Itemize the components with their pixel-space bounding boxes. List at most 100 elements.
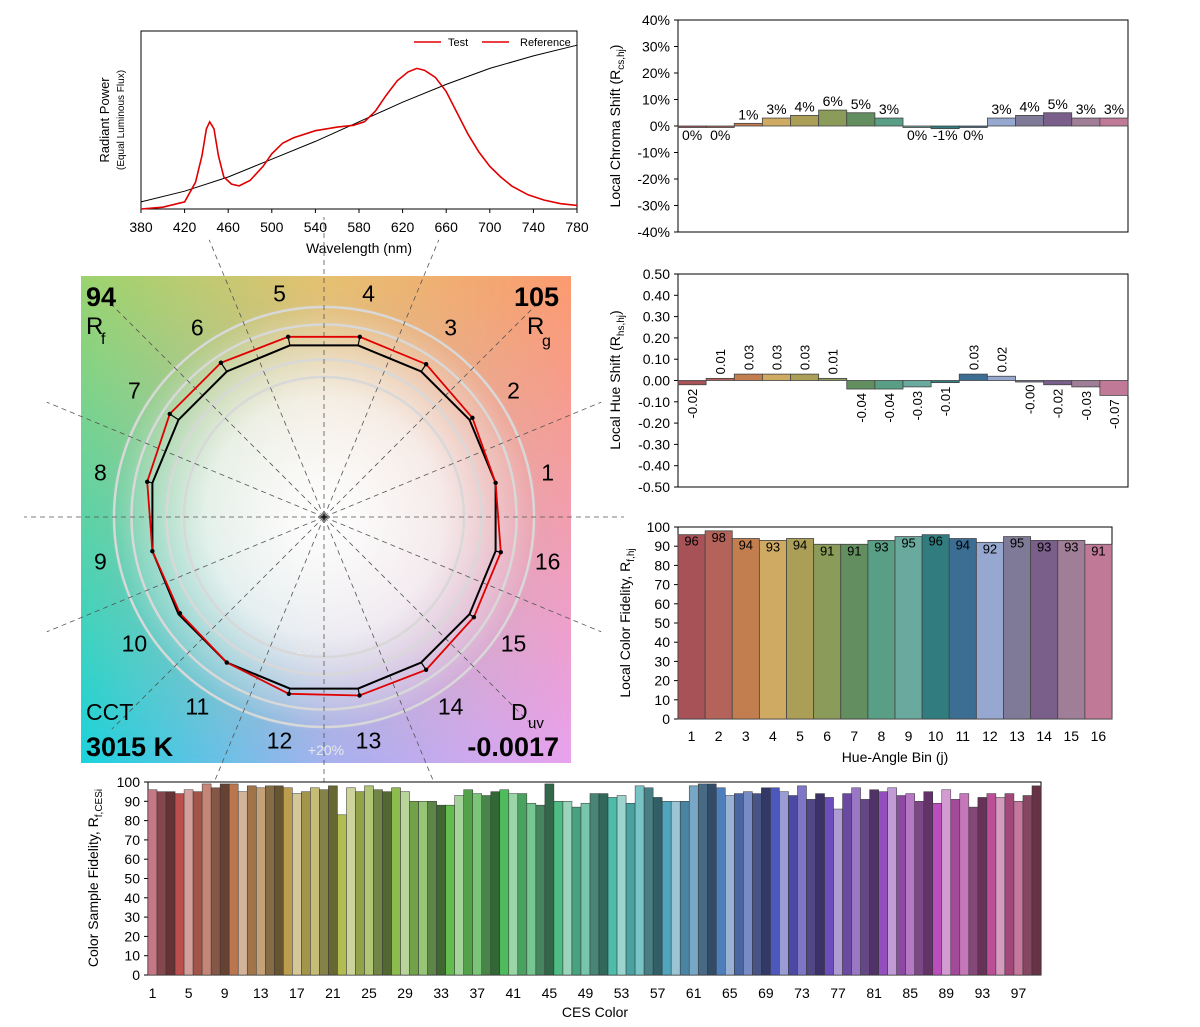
spectrum-y-axis-subtitle: (Equal Luminous Flux) [116, 70, 127, 170]
cvg-spoke [111, 516, 325, 730]
spectrum-x-tick-label: 660 [435, 219, 459, 235]
lf-x-tick-label: 2 [715, 728, 723, 744]
cct-value: 3015 K [86, 732, 174, 762]
sf-bar [688, 785, 699, 976]
hue-bar-label: -0.01 [938, 387, 953, 417]
hue-y-axis-title: Local Hue Shift (Rhs,hj) [607, 310, 627, 449]
sf-bar [779, 791, 789, 976]
chroma-bar [986, 117, 1016, 127]
spectrum-x-tick-label: 540 [304, 219, 328, 235]
chroma-bar-label: 0% [963, 127, 983, 143]
cvg-arrow-head [493, 480, 498, 486]
hue-bar-label: -0.03 [910, 391, 925, 421]
cvg-arrow-head [145, 479, 150, 485]
chroma-bar-label: 4% [1019, 98, 1039, 114]
sf-x-tick-label: 33 [433, 985, 449, 1001]
chroma-bar [790, 115, 820, 127]
hue-bar-label: -0.02 [685, 389, 700, 419]
chroma-bar-label: 0% [682, 127, 702, 143]
hue-bar [874, 380, 904, 390]
sf-bar [815, 793, 825, 976]
chroma-bar [874, 117, 904, 127]
chroma-y-tick-label: 0% [650, 118, 670, 134]
hue-y-tick-label: -0.50 [638, 479, 670, 495]
chroma-bar [705, 125, 735, 128]
spectrum-chart: 380 420 460 500 540 580 620 660 700 740 780 Test R… [97, 30, 589, 256]
chroma-y-tick-label: -10% [637, 145, 670, 161]
sf-bar [292, 793, 302, 976]
sf-x-tick-label: 69 [758, 985, 774, 1001]
sf-bar [670, 801, 681, 976]
sf-bar [833, 808, 843, 976]
sf-bar [824, 797, 834, 976]
cvg-bin-number: 9 [94, 548, 107, 574]
lf-bar-label: 93 [1064, 539, 1078, 554]
sf-bar [616, 795, 627, 976]
sf-bar [1031, 785, 1042, 976]
sf-bar [391, 787, 401, 976]
sf-bar [544, 783, 555, 976]
sf-y-tick-label: 70 [124, 832, 140, 848]
cvg-spoke [208, 239, 325, 518]
spectrum-legend: Test Reference [414, 37, 571, 49]
lf-x-tick-label: 13 [1009, 728, 1025, 744]
lf-x-tick-label: 14 [1036, 728, 1052, 744]
sf-bar [445, 804, 455, 976]
lf-bar-label: 94 [739, 538, 753, 553]
cvg-bin-number: 13 [356, 728, 382, 754]
sf-bar [716, 787, 726, 976]
lf-bar-label: 91 [847, 543, 861, 558]
sf-bar [1013, 801, 1024, 976]
sf-bar [490, 791, 501, 976]
lf-y-tick-label: 80 [654, 557, 670, 573]
rf-value: 94 [86, 282, 116, 312]
sf-x-tick-label: 65 [722, 985, 738, 1001]
sf-bar [255, 787, 266, 976]
sf-bar [237, 791, 248, 976]
lf-y-tick-label: 0 [662, 711, 670, 727]
lf-bar [1084, 543, 1113, 720]
sf-bar [418, 801, 428, 976]
sf-bar [959, 793, 970, 976]
sf-x-tick-label: 93 [975, 985, 991, 1001]
spectrum-x-tick-label: 620 [391, 219, 415, 235]
sf-bar [968, 806, 979, 976]
chroma-y-axis-title: Local Chroma Shift (Rcs,hj) [607, 45, 627, 208]
sf-x-tick-label: 1 [149, 985, 157, 1001]
sf-bar [851, 787, 861, 976]
cvg-arrow-head [498, 549, 503, 555]
chroma-y-tick-label: 40% [642, 12, 670, 28]
lf-y-tick-label: 90 [654, 538, 670, 554]
sf-x-tick-label: 45 [542, 985, 558, 1001]
sf-bar [643, 787, 654, 976]
sf-bar [219, 783, 230, 976]
lf-bar [786, 538, 815, 720]
sf-bar [625, 802, 636, 976]
sf-x-tick-label: 41 [506, 985, 522, 1001]
sf-bar [697, 783, 708, 976]
spectrum-x-tick-label: 740 [522, 219, 546, 235]
sf-bar [905, 793, 915, 976]
lf-y-tick-label: 50 [654, 615, 670, 631]
hue-bar-label: 0.03 [769, 345, 784, 370]
sf-bar [589, 793, 600, 976]
cvg-bin-number: 5 [273, 280, 286, 306]
spectrum-x-tick-label: 420 [173, 219, 197, 235]
sf-bar [752, 793, 762, 976]
cvg-ring-label-plus: +20% [308, 742, 344, 758]
sf-y-tick-label: 100 [117, 774, 141, 790]
cvg-spoke [323, 516, 537, 730]
lf-bar-label: 96 [928, 534, 942, 549]
hue-bar-label: 0.03 [798, 345, 813, 370]
sf-bar [526, 802, 537, 976]
sf-bar [986, 793, 997, 976]
lf-bar-label: 91 [820, 543, 834, 558]
lf-bar [677, 534, 706, 720]
hue-bar [1043, 380, 1073, 386]
hue-bar [705, 377, 735, 381]
local-fidelity-bars: 96 1 98 2 94 3 93 4 94 5 91 6 91 7 93 8 95 9 96 10 94 11 92 12 9… [677, 530, 1113, 744]
cvg-arrow-head [285, 334, 291, 339]
sf-bar [274, 785, 284, 976]
hue-bar [902, 380, 932, 388]
